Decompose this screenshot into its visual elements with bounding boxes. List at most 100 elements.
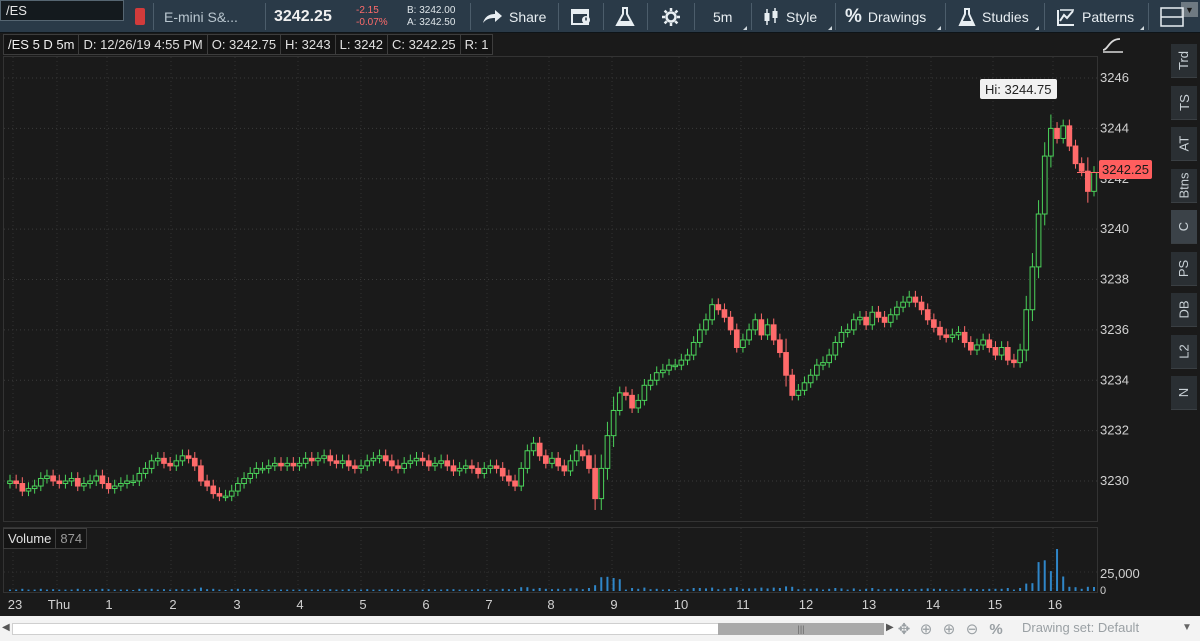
toolbar-divider <box>1148 3 1149 30</box>
settings-button[interactable] <box>661 0 681 33</box>
drawings-button[interactable]: % Drawings <box>845 0 926 33</box>
candle-body-down <box>727 316 734 331</box>
percent-icon[interactable]: % <box>989 620 1003 638</box>
side-tab-n[interactable]: N <box>1171 376 1197 410</box>
candle-body-down <box>13 480 19 485</box>
volume-bar <box>9 589 11 591</box>
candle-body-up <box>407 460 414 464</box>
side-tab-at[interactable]: AT <box>1171 127 1197 161</box>
volume-bar <box>415 589 418 591</box>
price-axis-label: 3244 <box>1100 120 1129 135</box>
candle-body-up <box>401 462 408 469</box>
time-axis[interactable]: 23 Thu 1 2 3 4 5 6 7 8 9 10 11 12 13 14 15 16 <box>3 594 1098 614</box>
chevron-down-icon[interactable]: ▼ <box>1182 622 1192 633</box>
pan-icon[interactable]: ✥ <box>897 621 911 638</box>
volume-bar <box>600 577 603 591</box>
scroll-thumb[interactable]: ||| <box>718 623 884 635</box>
volume-bar <box>27 589 30 591</box>
volume-bar <box>267 589 270 591</box>
candle-body-down <box>499 467 506 477</box>
volume-bar <box>612 578 615 591</box>
candle-body-down <box>1004 347 1011 361</box>
candle-body-up <box>235 483 241 492</box>
crosshair-icon[interactable]: ⊕ <box>919 621 933 638</box>
time-axis-label: 2 <box>169 597 176 612</box>
candle <box>549 452 555 469</box>
patterns-button[interactable]: Patterns <box>1056 0 1134 33</box>
alert-button[interactable] <box>570 0 592 33</box>
candlestick-icon <box>764 7 778 25</box>
candle <box>284 457 290 471</box>
drawing-set-label[interactable]: Drawing set: Default <box>1022 620 1140 635</box>
side-tab-btns[interactable]: Btns <box>1171 168 1197 203</box>
chevron-down-icon[interactable]: ▼ <box>1181 2 1198 17</box>
candle-body-down <box>389 460 395 467</box>
side-tab-c[interactable]: C <box>1171 210 1197 244</box>
volume-bar <box>858 589 861 591</box>
volume-bar <box>1086 586 1089 591</box>
candle <box>1072 139 1079 169</box>
volume-bar <box>360 589 363 591</box>
candle <box>31 479 38 494</box>
candle <box>25 482 32 497</box>
candle-body-down <box>592 467 598 500</box>
zoom-in-icon[interactable]: ⊕ <box>942 621 956 638</box>
share-button[interactable]: Share <box>481 0 546 33</box>
volume-bar <box>489 589 492 591</box>
toolbar-divider <box>1044 3 1045 30</box>
candle <box>68 472 75 487</box>
volume-bar <box>809 588 812 591</box>
candle-body-up <box>142 467 149 474</box>
candle <box>253 462 260 479</box>
link-flag-icon[interactable] <box>135 8 145 25</box>
candle <box>641 378 648 406</box>
volume-bar <box>1025 583 1028 591</box>
volume-bar <box>366 589 369 591</box>
volume-pane[interactable] <box>3 527 1099 594</box>
price-axis-scale-icon[interactable] <box>1100 36 1126 54</box>
symbol-selector[interactable]: /ES ▼ <box>0 0 1198 21</box>
candle <box>789 368 796 401</box>
candle <box>327 449 334 466</box>
side-tab-db[interactable]: DB <box>1171 293 1197 327</box>
price-axis-label: 3240 <box>1100 221 1129 236</box>
zoom-out-icon[interactable]: ⊖ <box>965 621 979 638</box>
flask-button[interactable] <box>615 0 635 33</box>
candle <box>506 469 512 487</box>
volume-bar <box>520 587 523 591</box>
candle <box>198 459 204 487</box>
candle <box>826 348 832 368</box>
candle-body-up <box>635 399 642 409</box>
info-symbol[interactable]: /ES 5 D 5m <box>3 34 80 55</box>
price-axis[interactable]: 32463244324232403238323632343232323025,0… <box>1098 56 1168 616</box>
price-chart[interactable] <box>4 57 1099 523</box>
candle-body-up <box>481 467 488 474</box>
candle-body-up <box>764 324 771 336</box>
volume-bar <box>119 589 122 591</box>
percent-change: -0.07% <box>356 16 388 28</box>
info-high: H: 3243 <box>280 34 336 55</box>
side-tab-ps[interactable]: PS <box>1171 251 1197 286</box>
side-tab-trd[interactable]: Trd <box>1171 44 1197 78</box>
timeframe-selector[interactable]: 5m <box>713 0 732 33</box>
candle-body-up <box>653 372 660 381</box>
price-pane[interactable] <box>3 56 1099 523</box>
more-button[interactable] <box>1160 0 1184 33</box>
candle-body-up <box>955 331 962 336</box>
side-tab-ts[interactable]: TS <box>1171 85 1197 120</box>
scroll-left-icon[interactable]: ◀ <box>2 622 10 633</box>
studies-button[interactable]: Studies <box>958 0 1029 33</box>
candle-body-down <box>1066 125 1073 147</box>
candle-body-down <box>715 304 722 311</box>
volume-bar <box>686 589 689 591</box>
volume-bar <box>538 588 541 591</box>
candle <box>653 366 660 386</box>
style-button[interactable]: Style <box>762 0 817 33</box>
candle <box>543 449 549 469</box>
volume-bar <box>914 589 917 591</box>
candle-body-down <box>198 465 204 482</box>
volume-bar <box>587 588 590 591</box>
side-tab-l2[interactable]: L2 <box>1171 334 1197 369</box>
volume-bar <box>45 589 48 591</box>
scroll-right-icon[interactable]: ▶ <box>886 622 894 633</box>
